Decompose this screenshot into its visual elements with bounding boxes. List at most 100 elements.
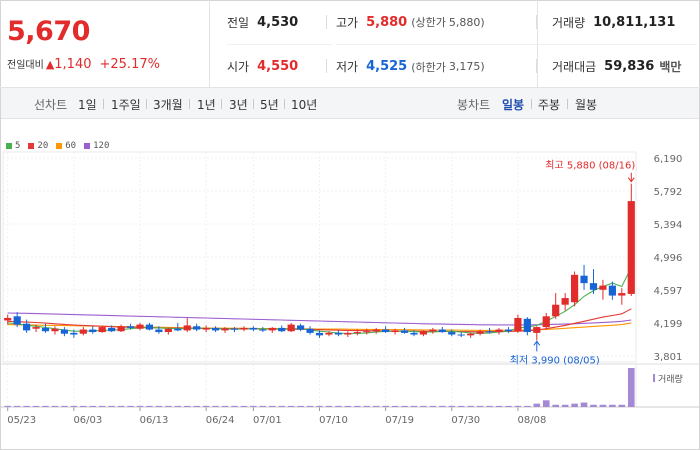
volume-bar <box>4 405 12 407</box>
candle-daily[interactable]: 일봉 <box>502 98 525 112</box>
open-price: 시가 4,550 <box>227 44 332 88</box>
volume-bar <box>495 405 503 407</box>
candle-body <box>98 327 106 333</box>
volume-bar <box>79 405 87 407</box>
x-tick-label: 07/19 <box>385 415 414 426</box>
volume-bar <box>70 405 78 407</box>
period-1d[interactable]: 1일 <box>78 98 97 112</box>
candle-body <box>542 316 550 328</box>
volume-bar <box>259 405 267 407</box>
volume-bar <box>32 405 40 407</box>
volume-bar <box>278 405 286 407</box>
change-amount: 1,140 <box>54 57 92 72</box>
volume-bar <box>505 405 512 407</box>
candle-body <box>183 325 191 331</box>
candle-body <box>552 304 560 317</box>
y-tick-label: 4,996 <box>654 253 683 264</box>
volume-bar <box>117 405 125 407</box>
volume-bar <box>297 405 304 407</box>
period-toolbar: 선차트 1일 1주일 3개월 1년 3년 5년 10년 봉차트 일봉 주봉 월봉 <box>1 88 699 119</box>
candle-body <box>599 285 607 290</box>
volume-bar <box>571 403 578 407</box>
period-3y[interactable]: 3년 <box>229 98 248 112</box>
volume-bar <box>580 402 588 407</box>
volume-bar <box>439 405 446 407</box>
candle-body <box>533 327 541 333</box>
candle-body <box>382 329 390 333</box>
candle-body <box>589 283 598 290</box>
candle-body <box>561 298 569 305</box>
volume-bar <box>193 405 200 407</box>
candle-body <box>174 328 182 331</box>
volume-bar <box>306 405 314 407</box>
period-1y[interactable]: 1년 <box>197 98 216 112</box>
candle-body <box>570 274 579 303</box>
candle-body <box>457 334 465 336</box>
volume-bar <box>514 405 522 407</box>
volume-legend-label: 거래량 <box>658 373 683 385</box>
candle-body <box>438 329 446 333</box>
high-annotation: 최고 5,880 (08/16) <box>545 160 635 172</box>
period-3m[interactable]: 3개월 <box>153 98 183 112</box>
candle-body <box>334 332 342 335</box>
candle-body <box>268 327 276 331</box>
candle-body <box>249 327 257 330</box>
candle-body <box>211 327 220 331</box>
candle-body <box>419 331 428 335</box>
candle-monthly[interactable]: 월봉 <box>575 98 598 112</box>
line-chart-label: 선차트 <box>34 98 68 112</box>
price-summary: 5,670 전일대비 ▲1,140 +25.17% 전일 4,530 고가 5,880(… <box>0 0 700 88</box>
price-change: 전일대비 ▲1,140 +25.17% <box>7 56 160 72</box>
volume-bar <box>533 403 541 407</box>
volume-bar <box>590 404 597 407</box>
y-tick-label: 6,190 <box>654 154 683 165</box>
candle-body <box>627 201 635 294</box>
legend-ma20: 20 <box>28 141 48 151</box>
candle-body <box>240 327 248 330</box>
volume-bar <box>457 405 465 407</box>
legend-ma5: 5 <box>6 141 20 151</box>
low-annotation: 최저 3,990 (08/05) <box>510 354 600 366</box>
y-tick-label: 3,801 <box>654 352 683 363</box>
candle-body <box>155 329 163 333</box>
period-5y[interactable]: 5년 <box>260 98 279 112</box>
candle-body <box>400 330 409 333</box>
y-tick-label: 5,394 <box>654 220 683 231</box>
x-tick-label: 06/24 <box>206 415 235 426</box>
candle-body <box>514 317 522 332</box>
up-triangle-icon: ▲ <box>45 58 55 71</box>
volume-bar <box>561 404 569 407</box>
volume-bar <box>476 405 484 407</box>
volume-bar <box>316 405 323 407</box>
volume-bar <box>155 405 163 407</box>
period-10y[interactable]: 10년 <box>291 98 318 112</box>
candle-body <box>4 317 12 321</box>
y-tick-label: 5,792 <box>654 187 683 198</box>
candle-body <box>79 329 87 334</box>
volume-bar <box>212 405 219 407</box>
candle-body <box>448 332 456 335</box>
candle-weekly[interactable]: 주봉 <box>538 98 561 112</box>
volume-bar <box>429 405 437 407</box>
prev-close: 전일 4,530 <box>227 14 299 30</box>
candle-body <box>467 333 475 336</box>
legend-ma60: 60 <box>56 141 76 151</box>
candle-body <box>485 331 494 333</box>
candle-body <box>618 293 626 296</box>
volume-bar <box>335 405 342 407</box>
volume-bar <box>42 405 49 407</box>
volume-bar <box>609 404 616 407</box>
volume-bar <box>146 405 153 407</box>
volume-bar <box>627 368 635 407</box>
volume-bar <box>51 405 59 407</box>
period-1w[interactable]: 1주일 <box>111 98 141 112</box>
volume-bar <box>183 405 191 407</box>
volume-bar <box>136 405 144 407</box>
candle-body <box>23 323 31 331</box>
y-tick-label: 4,199 <box>654 319 683 330</box>
x-tick-label: 06/03 <box>73 415 102 426</box>
candle-body <box>108 327 116 332</box>
trade-value: 거래대금 59,836 백만 <box>537 44 697 88</box>
x-tick-label: 08/08 <box>517 415 546 426</box>
